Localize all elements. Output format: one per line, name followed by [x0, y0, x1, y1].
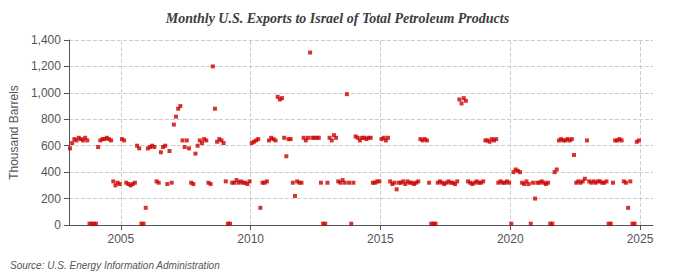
- svg-text:2025: 2025: [627, 232, 654, 246]
- svg-text:200: 200: [41, 192, 61, 206]
- svg-text:1,400: 1,400: [31, 33, 61, 47]
- svg-text:800: 800: [41, 112, 61, 126]
- svg-text:1,000: 1,000: [31, 86, 61, 100]
- svg-text:Source: U.S. Energy Informatio: Source: U.S. Energy Information Administ…: [10, 260, 220, 271]
- svg-text:2020: 2020: [497, 232, 524, 246]
- svg-text:2005: 2005: [107, 232, 134, 246]
- svg-text:600: 600: [41, 139, 61, 153]
- svg-text:Monthly U.S. Exports to Israel: Monthly U.S. Exports to Israel of Total …: [165, 11, 510, 26]
- svg-text:Thousand Barrels: Thousand Barrels: [7, 85, 21, 180]
- svg-text:1,200: 1,200: [31, 59, 61, 73]
- svg-text:0: 0: [54, 218, 61, 232]
- svg-text:400: 400: [41, 165, 61, 179]
- svg-text:2015: 2015: [367, 232, 394, 246]
- svg-text:2010: 2010: [237, 232, 264, 246]
